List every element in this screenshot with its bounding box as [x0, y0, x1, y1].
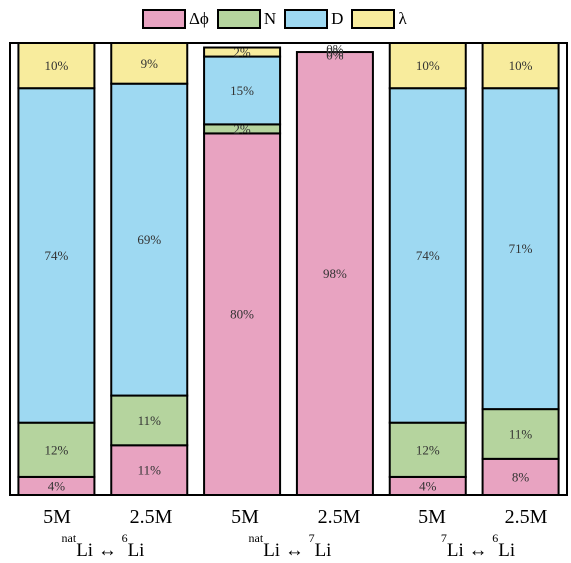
group-label-element: Li [314, 540, 332, 561]
data-label-lambda: 0% [326, 48, 344, 63]
group-label-sup: 6 [121, 531, 128, 545]
bar-segment-delta-phi [203, 132, 282, 496]
bar-segment-d [388, 87, 467, 424]
legend-swatch-lambda [351, 9, 396, 29]
data-label-d: 0% [326, 45, 344, 60]
group-label-element: Li [76, 540, 94, 561]
group-label-arrow: ↔ [284, 540, 304, 561]
bar-segment-delta-phi [110, 444, 189, 496]
data-label-lambda: 9% [141, 56, 159, 71]
group-label-sup: nat [248, 531, 264, 545]
data-label-lambda: 10% [416, 58, 440, 73]
data-label-d: 69% [137, 232, 161, 247]
data-label-n: 11% [509, 426, 533, 441]
bar-segment-d [481, 87, 560, 411]
x-tick-label: 2.5M [317, 506, 361, 528]
bar-segment-lambda [388, 42, 467, 90]
x-tick-label: 2.5M [504, 506, 548, 528]
group-label: natLi ↔ 6Li [33, 532, 173, 562]
data-label-delta-phi: 80% [230, 307, 254, 322]
data-label-delta-phi: 98% [323, 266, 347, 281]
data-label-n: 11% [138, 413, 162, 428]
legend-item-lambda: λ [351, 9, 407, 29]
data-label-d: 74% [44, 248, 68, 263]
data-label-d: 15% [230, 83, 254, 98]
x-tick-label: 5M [418, 506, 446, 528]
group-label-sup: 6 [492, 531, 499, 545]
group-label-element: Li [127, 540, 145, 561]
group-label-element: Li [263, 540, 281, 561]
x-tick-label: 2.5M [129, 506, 173, 528]
data-label-n: 2% [233, 121, 251, 136]
bar-segment-lambda [17, 42, 96, 90]
bar-segment-n [481, 408, 560, 460]
bar-segment-n [110, 394, 189, 447]
x-tick-label: 5M [43, 506, 71, 528]
data-label-n: 12% [416, 442, 440, 457]
data-label-lambda: 10% [44, 58, 68, 73]
bar-segment-delta-phi [481, 457, 560, 496]
legend-swatch-delta-phi [142, 9, 186, 29]
bar-segment-n [17, 421, 96, 478]
plot-frame [9, 42, 568, 496]
group-label-element: Li [498, 540, 516, 561]
data-label-n: 0% [326, 42, 344, 57]
legend-label-n: N [263, 9, 277, 28]
legend-label-lambda: λ [398, 9, 407, 28]
group-label-arrow: ↔ [468, 540, 488, 561]
bar-segment-lambda [203, 46, 282, 58]
data-label-delta-phi: 4% [48, 478, 66, 493]
data-label-n: 12% [44, 442, 68, 457]
chart-legend: Δϕ N D λ [142, 8, 415, 30]
data-label-lambda: 2% [233, 45, 251, 60]
bar-segment-lambda [481, 42, 560, 90]
data-label-lambda: 10% [509, 58, 533, 73]
legend-item-delta-phi: Δϕ [142, 9, 209, 29]
group-label-sup: nat [61, 531, 77, 545]
legend-label-delta-phi: Δϕ [189, 9, 209, 28]
bar-segment-delta-phi [295, 51, 374, 496]
group-label-arrow: ↔ [97, 540, 117, 561]
group-label: 7Li ↔ 6Li [408, 532, 548, 562]
data-label-delta-phi: 8% [512, 469, 530, 484]
group-label-element: Li [446, 540, 464, 561]
legend-item-d: D [284, 9, 343, 29]
legend-item-n: N [216, 9, 277, 29]
legend-swatch-d [284, 9, 329, 29]
bar-segment-d [110, 82, 189, 397]
data-label-d: 74% [416, 248, 440, 263]
bar-segment-lambda [110, 42, 189, 85]
x-tick-label: 5M [231, 506, 259, 528]
group-label-sup: 7 [440, 531, 447, 545]
data-label-d: 71% [509, 241, 533, 256]
group-label: natLi ↔ 7Li [220, 532, 360, 562]
data-label-delta-phi: 4% [419, 478, 437, 493]
group-label-sup: 7 [308, 531, 315, 545]
legend-label-d: D [331, 9, 344, 28]
data-label-delta-phi: 11% [138, 463, 162, 478]
legend-swatch-n [216, 9, 261, 29]
